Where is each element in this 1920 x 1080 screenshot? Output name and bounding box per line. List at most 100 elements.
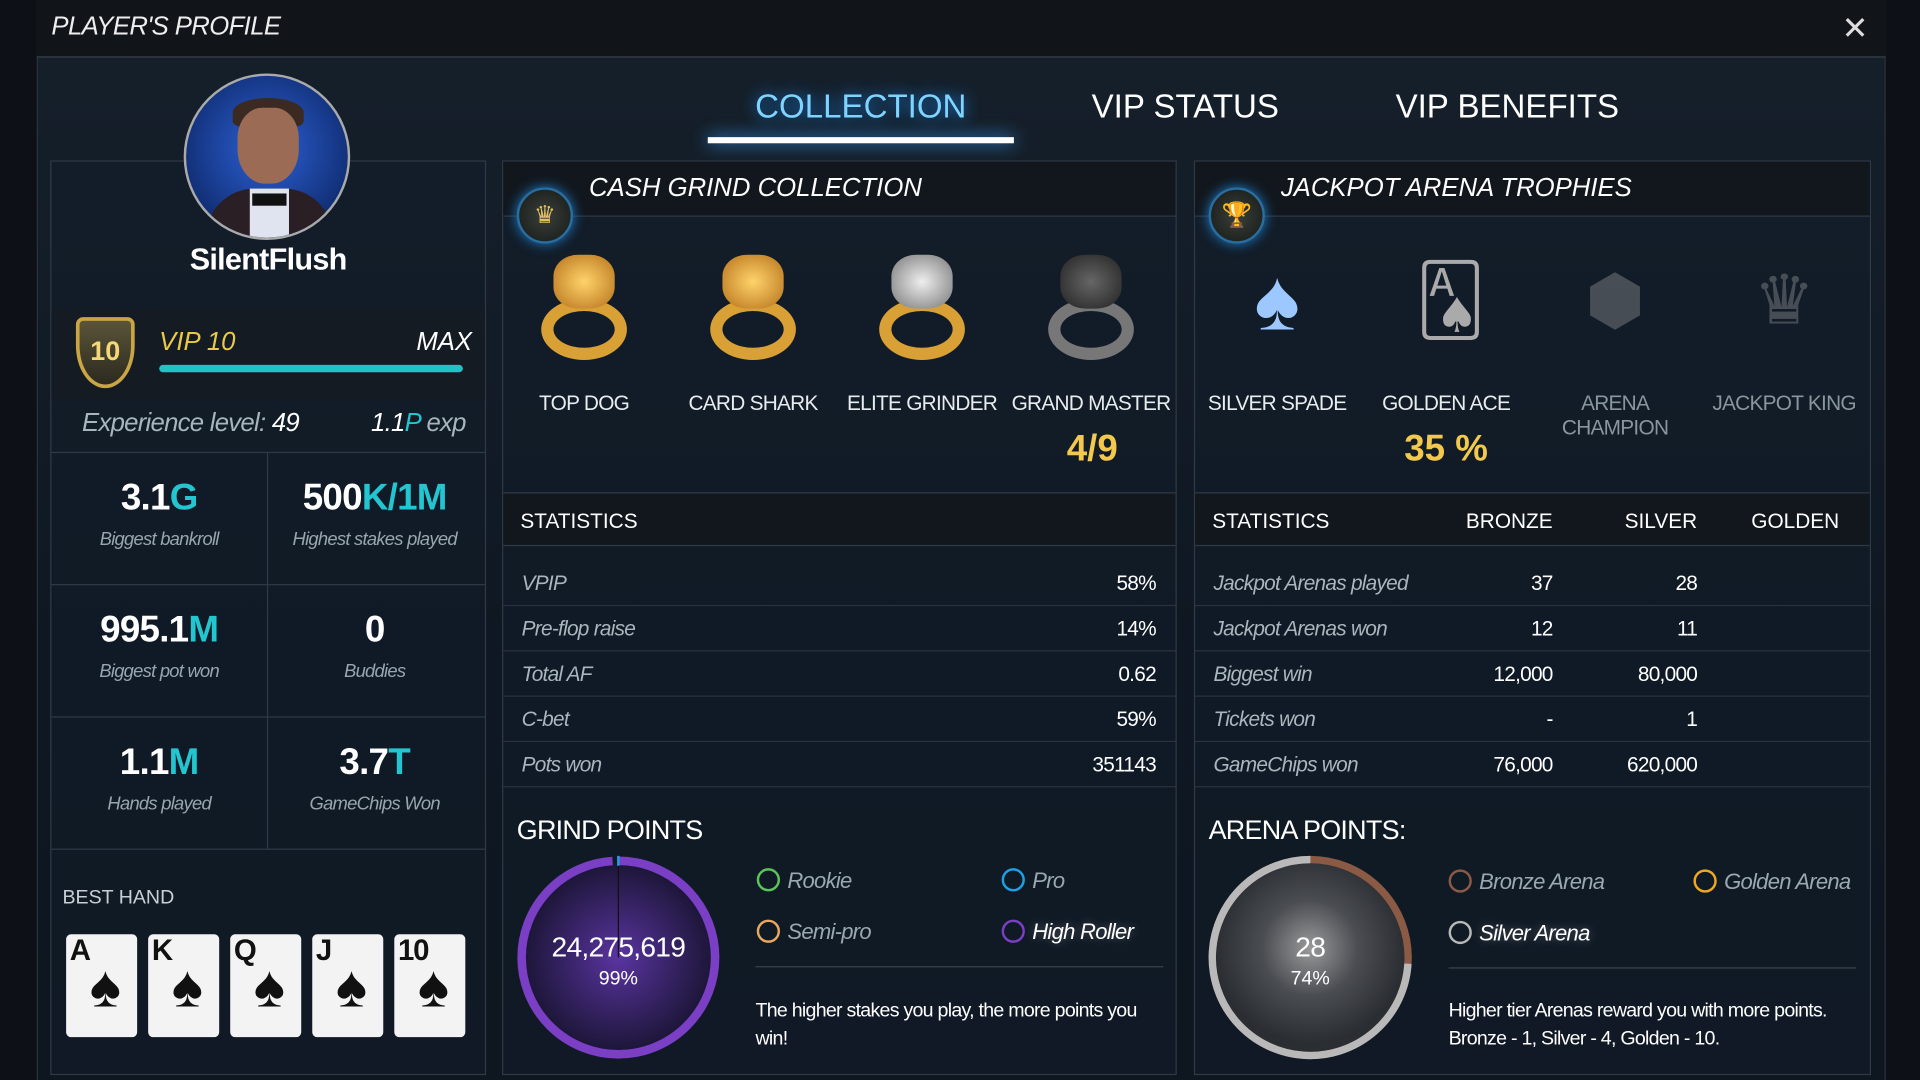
item-label: ELITE GRINDER (847, 391, 998, 416)
legend-high-roller[interactable]: High Roller (1001, 919, 1134, 946)
username: SilentFlush (189, 242, 348, 277)
jackpot-stat-row: Tickets won -1 (1195, 697, 1870, 743)
arena-points-title: ARENA POINTS: (1208, 814, 1407, 845)
best-hand-card: K ♠ (148, 934, 220, 1038)
close-icon[interactable]: ✕ (1841, 9, 1869, 47)
legend-pro[interactable]: Pro (1001, 868, 1065, 894)
cash-grind-header (503, 161, 1176, 217)
best-hand-card: 10 ♠ (394, 934, 466, 1038)
jackpot-stat-row: Jackpot Arenas played 37 28 (1195, 561, 1870, 607)
col-bronze: BRONZE (1465, 509, 1553, 533)
best-hand-card: Q ♠ (230, 934, 302, 1038)
jackpot-panel (1193, 160, 1872, 1076)
experience-value: 49 (271, 408, 300, 438)
spade-icon: ♠ (253, 955, 286, 1021)
vip-progress-bar (159, 364, 463, 373)
circle-icon (1693, 869, 1717, 893)
legend-silver-arena[interactable]: Silver Arena (1448, 920, 1590, 947)
stats-header: STATISTICS (503, 492, 1176, 547)
legend-golden-arena[interactable]: Golden Arena (1693, 869, 1851, 895)
spade-icon: ♠ (335, 955, 368, 1021)
trophy-icon: ♠ (1254, 252, 1300, 348)
grind-points-value: 24,275,619 (551, 930, 686, 963)
trophy-badge-icon: 🏆 (1208, 187, 1265, 244)
arena-points-donut (1208, 855, 1412, 1060)
stat-value-hands-played: 1.1M (119, 742, 199, 783)
ring-icon (869, 245, 974, 367)
cash-grind-title: CASH GRIND COLLECTION (588, 173, 922, 203)
stat-label-buddies: Buddies (344, 661, 406, 683)
stat-value-highest-stakes-played: 500K/1M (302, 477, 448, 518)
experience-points: 1.1P exp (371, 409, 466, 438)
trophy-icon: ♛ (1753, 260, 1815, 338)
stats-header-label: STATISTICS (520, 509, 638, 533)
grind-points-title: GRIND POINTS (516, 814, 703, 845)
grind-points-donut (517, 855, 720, 1059)
grind-points-note: The higher stakes you play, the more poi… (755, 1000, 1138, 1050)
trophy-arena-champion[interactable]: ⬢ ARENA CHAMPION (1536, 245, 1695, 490)
stat-label-biggest-pot-won: Biggest pot won (99, 661, 220, 683)
ring-badge-icon: ♛ (516, 187, 574, 244)
col-statistics: STATISTICS (1212, 509, 1330, 533)
legend-rookie[interactable]: Rookie (756, 868, 852, 894)
grind-points-percent: 99% (598, 968, 638, 990)
stat-row: Pre-flop raise 14% (503, 606, 1176, 652)
best-hand-label: BEST HAND (62, 887, 175, 909)
stat-row: Total AF 0.62 (503, 651, 1176, 697)
spade-icon: ♠ (171, 955, 203, 1021)
stat-value-biggest-pot-won: 995.1M (100, 609, 219, 651)
ring-icon (700, 245, 805, 367)
ring-top-dog[interactable]: TOP DOG (504, 245, 663, 490)
tab-vip-status[interactable]: VIP STATUS (1091, 88, 1279, 125)
arena-points-note: Higher tier Arenas reward you with more … (1448, 1000, 1828, 1050)
stat-value-biggest-bankroll: 3.1G (120, 477, 198, 518)
ring-grand-master[interactable]: GRAND MASTER (1011, 245, 1172, 490)
exp-number: 1.1 (371, 408, 405, 438)
trophy-icon: 🂡 (1415, 260, 1486, 338)
arena-donut-fill (1214, 862, 1406, 1054)
item-label: GOLDEN ACE (1382, 391, 1511, 416)
vip-level: VIP 10 (159, 328, 236, 357)
avatar[interactable] (183, 73, 351, 241)
circle-icon (1001, 919, 1025, 943)
exp-suffix: exp (420, 408, 466, 438)
collection-progress: 4/9 (1066, 428, 1118, 469)
ring-elite-grinder[interactable]: ELITE GRINDER (842, 245, 1001, 490)
window-title: PLAYER'S PROFILE (51, 12, 281, 41)
stat-label-hands-played: Hands played (107, 793, 211, 815)
trophy-jackpot-king[interactable]: ♛ JACKPOT KING (1704, 245, 1863, 490)
trophies-progress: 35 % (1404, 428, 1488, 469)
ring-icon (531, 245, 636, 367)
jackpot-stat-row: Jackpot Arenas won 12 11 (1195, 606, 1870, 652)
trophy-silver-spade[interactable]: ♠ SILVER SPADE (1198, 245, 1357, 490)
arena-points-percent: 74% (1290, 968, 1330, 990)
item-label: SILVER SPADE (1207, 391, 1347, 416)
legend-bronze-arena[interactable]: Bronze Arena (1448, 869, 1605, 895)
ring-card-shark[interactable]: CARD SHARK (673, 245, 832, 490)
tab-collection[interactable]: COLLECTION (755, 88, 967, 125)
jackpot-stat-row: Biggest win 12,000 80,000 (1195, 651, 1870, 697)
trophy-golden-ace[interactable]: 🂡 GOLDEN ACE (1367, 245, 1526, 490)
vip-max-label: MAX (416, 328, 473, 357)
spade-icon: ♠ (89, 955, 121, 1021)
jackpot-title: JACKPOT ARENA TROPHIES (1280, 173, 1632, 203)
circle-icon (756, 868, 781, 892)
tab-vip-benefits[interactable]: VIP BENEFITS (1395, 88, 1620, 125)
stat-row: Pots won 351143 (503, 742, 1176, 788)
best-hand-card: A ♠ (66, 934, 138, 1038)
legend-semi-pro[interactable]: Semi-pro (756, 919, 872, 946)
item-label: GRAND MASTER (1011, 391, 1172, 416)
arena-points-value: 28 (1295, 930, 1326, 963)
window-header (36, 0, 1886, 58)
grind-donut-fill (524, 863, 713, 1052)
experience-level: Experience level: 49 (82, 408, 300, 438)
stat-row: C-bet 59% (503, 697, 1176, 743)
best-hand-card: J ♠ (312, 934, 384, 1038)
stat-value-buddies: 0 (364, 609, 385, 651)
jackpot-stat-row: GameChips won 76,000 620,000 (1195, 742, 1870, 788)
circle-icon (1001, 868, 1025, 892)
stat-label-gamechips-won: GameChips Won (309, 793, 441, 815)
spade-icon: ♠ (417, 955, 450, 1021)
jackpot-header (1195, 161, 1870, 217)
stat-label-highest-stakes-played: Highest stakes played (292, 528, 458, 550)
